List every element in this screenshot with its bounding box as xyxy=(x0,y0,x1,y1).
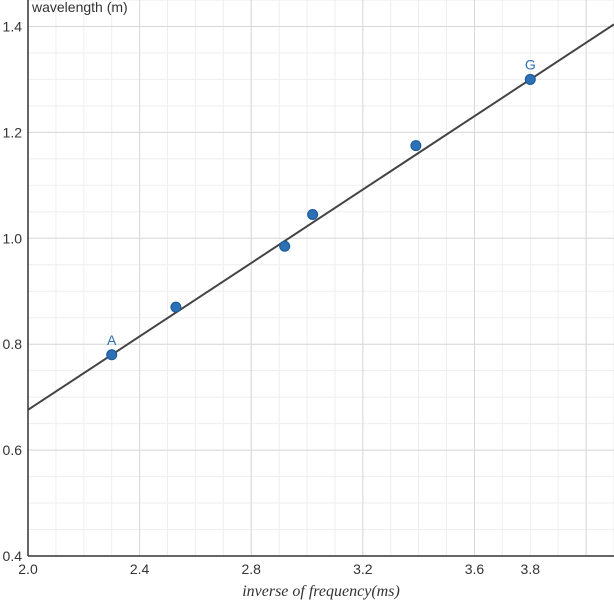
scatter-chart: 2.02.42.83.23.63.80.40.60.81.01.21.4wave… xyxy=(0,0,614,608)
point-label: A xyxy=(107,332,117,348)
data-point xyxy=(107,350,117,360)
data-point xyxy=(171,302,181,312)
x-tick-label: 3.2 xyxy=(353,561,373,577)
point-label: G xyxy=(525,56,536,72)
y-tick-label: 1.0 xyxy=(3,230,23,246)
data-point xyxy=(411,141,421,151)
y-tick-label: 0.4 xyxy=(3,548,23,564)
y-tick-label: 1.4 xyxy=(3,18,23,34)
chart-svg: 2.02.42.83.23.63.80.40.60.81.01.21.4wave… xyxy=(0,0,614,608)
x-tick-label: 3.8 xyxy=(521,561,541,577)
y-axis-title: wavelength (m) xyxy=(31,0,128,15)
x-axis-title: inverse of frequency(ms) xyxy=(242,583,400,600)
data-point xyxy=(525,74,535,84)
data-point xyxy=(308,209,318,219)
y-tick-label: 0.6 xyxy=(3,442,23,458)
y-tick-label: 0.8 xyxy=(3,336,23,352)
x-tick-label: 2.8 xyxy=(242,561,262,577)
x-tick-label: 3.6 xyxy=(465,561,485,577)
x-tick-label: 2.4 xyxy=(130,561,150,577)
y-tick-label: 1.2 xyxy=(3,124,23,140)
data-point xyxy=(280,241,290,251)
